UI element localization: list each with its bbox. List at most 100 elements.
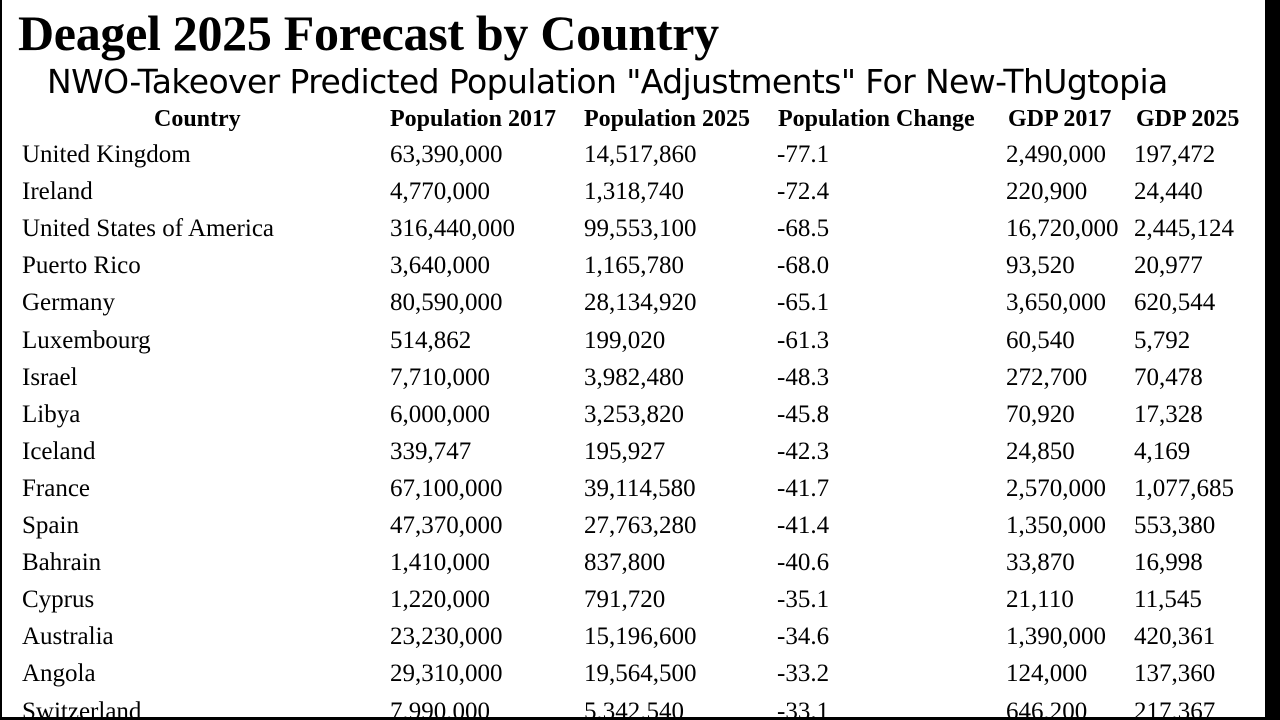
cell-population-change: -41.4	[777, 512, 830, 539]
cell-population-2017: 514,862	[390, 326, 472, 354]
cell-gdp-2025: 420,361	[1134, 623, 1216, 651]
cell-population-2017: 1,220,000	[390, 586, 490, 614]
cell-gdp-2017: 60,540	[1006, 326, 1075, 354]
cell-gdp-2017: 124,000	[1006, 660, 1088, 688]
cell-country: Puerto Rico	[22, 252, 141, 280]
cell-country: Israel	[22, 363, 78, 391]
cell-population-2017: 67,100,000	[390, 474, 503, 502]
cell-population-change: -40.6	[777, 549, 830, 577]
table-row: Cyprus 1,220,000 791,720 -35.1 21,110 11,545	[2, 586, 1265, 623]
table-row: Germany 80,590,000 28,134,920 -65.1 3,650,00…	[2, 289, 1265, 326]
table-row: Libya 6,000,000 3,253,820 -45.8 70,920 17,328	[2, 401, 1265, 438]
cell-population-2017: 29,310,000	[390, 660, 503, 688]
cell-population-2025: 3,253,820	[584, 400, 684, 428]
cell-gdp-2017: 2,490,000	[1006, 141, 1106, 168]
cell-population-2025: 39,114,580	[584, 474, 696, 502]
cell-population-2025: 195,927	[584, 437, 666, 465]
cell-population-change: -72.4	[777, 178, 830, 206]
cell-gdp-2025: 4,169	[1134, 437, 1191, 465]
cell-gdp-2017: 1,350,000	[1006, 512, 1106, 539]
cell-gdp-2025: 620,544	[1134, 289, 1216, 317]
table-row: Spain 47,370,000 27,763,280 -41.4 1,350,000 5…	[2, 512, 1265, 549]
header-country: Country	[154, 106, 241, 132]
cell-population-change: -33.1	[777, 697, 830, 718]
cell-population-2025: 837,800	[584, 549, 666, 577]
cell-gdp-2025: 197,472	[1134, 141, 1216, 168]
cell-population-2017: 6,000,000	[390, 400, 490, 428]
cell-gdp-2025: 17,328	[1134, 400, 1203, 428]
cell-population-2017: 63,390,000	[390, 141, 503, 168]
cell-country: Cyprus	[22, 586, 95, 614]
cell-country: United States of America	[22, 215, 275, 243]
header-population-2017: Population 2017	[390, 106, 557, 132]
cell-population-2017: 1,410,000	[390, 549, 490, 577]
cell-country: United Kingdom	[22, 141, 191, 168]
cell-gdp-2025: 5,792	[1134, 326, 1191, 354]
cell-population-2025: 19,564,500	[584, 660, 697, 688]
cell-country: Spain	[22, 512, 79, 539]
cell-population-change: -42.3	[777, 437, 830, 465]
cell-country: Bahrain	[22, 549, 102, 577]
cell-population-change: -68.5	[777, 215, 830, 243]
table-row: United Kingdom 63,390,000 14,517,860 -77.1 2…	[2, 141, 1265, 178]
cell-population-2025: 99,553,100	[584, 215, 697, 243]
cell-gdp-2017: 646,200	[1006, 697, 1088, 718]
cell-country: Australia	[22, 623, 114, 651]
table-row: Ireland 4,770,000 1,318,740 -72.4 220,900 24,…	[2, 178, 1265, 215]
page-title: Deagel 2025 Forecast by Country	[18, 5, 719, 61]
cell-population-change: -45.8	[777, 400, 830, 428]
cell-population-change: -34.6	[777, 623, 830, 651]
cell-population-change: -41.7	[777, 474, 830, 502]
header-population-change: Population Change	[778, 106, 975, 132]
header-gdp-2017: GDP 2017	[1008, 106, 1112, 132]
cell-country: Germany	[22, 289, 116, 317]
cell-population-change: -33.2	[777, 660, 830, 688]
page-subtitle: NWO-Takeover Predicted Population "Adjus…	[47, 62, 1168, 101]
cell-population-2017: 339,747	[390, 437, 472, 465]
table-row: Australia 23,230,000 15,196,600 -34.6 1,390,…	[2, 623, 1265, 660]
cell-gdp-2025: 137,360	[1134, 660, 1216, 688]
cell-gdp-2025: 553,380	[1134, 512, 1216, 539]
cell-population-change: -61.3	[777, 326, 830, 354]
table-row: Iceland 339,747 195,927 -42.3 24,850 4,169	[2, 438, 1265, 475]
cell-population-2017: 316,440,000	[390, 215, 515, 243]
cell-country: Iceland	[22, 437, 96, 465]
table-row: Switzerland 7,990,000 5,342,540 -33.1 646,20…	[2, 698, 1265, 718]
table-row: Puerto Rico 3,640,000 1,165,780 -68.0 93,520…	[2, 252, 1265, 289]
cell-country: Luxembourg	[22, 326, 151, 354]
cell-gdp-2025: 217,367	[1134, 697, 1216, 718]
cell-population-change: -65.1	[777, 289, 830, 317]
cell-population-2017: 3,640,000	[390, 252, 490, 280]
cell-population-2025: 5,342,540	[584, 697, 684, 718]
cell-population-2017: 23,230,000	[390, 623, 503, 651]
cell-population-2025: 1,318,740	[584, 178, 684, 206]
cell-gdp-2017: 220,900	[1006, 178, 1088, 206]
cell-population-2025: 3,982,480	[584, 363, 684, 391]
cell-country: Libya	[22, 400, 81, 428]
cell-gdp-2025: 20,977	[1134, 252, 1203, 280]
cell-population-change: -77.1	[777, 141, 830, 168]
cell-gdp-2025: 24,440	[1134, 178, 1203, 206]
cell-population-2025: 27,763,280	[584, 512, 697, 539]
cell-population-2025: 1,165,780	[584, 252, 684, 280]
header-population-2025: Population 2025	[584, 106, 751, 132]
cell-gdp-2017: 93,520	[1006, 252, 1075, 280]
cell-gdp-2017: 21,110	[1006, 586, 1074, 614]
cell-gdp-2017: 24,850	[1006, 437, 1075, 465]
cell-population-2025: 28,134,920	[584, 289, 697, 317]
table-row: France 67,100,000 39,114,580 -41.7 2,570,000…	[2, 475, 1265, 512]
table-row: Luxembourg 514,862 199,020 -61.3 60,540 5,792	[2, 327, 1265, 364]
cell-population-2017: 7,990,000	[390, 697, 490, 718]
cell-population-change: -35.1	[777, 586, 830, 614]
cell-population-2017: 7,710,000	[390, 363, 490, 391]
cell-gdp-2025: 2,445,124	[1134, 215, 1234, 243]
cell-gdp-2017: 3,650,000	[1006, 289, 1106, 317]
cell-population-2025: 199,020	[584, 326, 666, 354]
table-row: United States of America 316,440,000 99,55…	[2, 215, 1265, 252]
cell-population-2025: 14,517,860	[584, 141, 697, 168]
cell-gdp-2025: 11,545	[1134, 586, 1202, 614]
cell-gdp-2025: 1,077,685	[1134, 474, 1234, 502]
table-row: Israel 7,710,000 3,982,480 -48.3 272,700 70,4…	[2, 364, 1265, 401]
header-gdp-2025: GDP 2025	[1136, 106, 1240, 132]
